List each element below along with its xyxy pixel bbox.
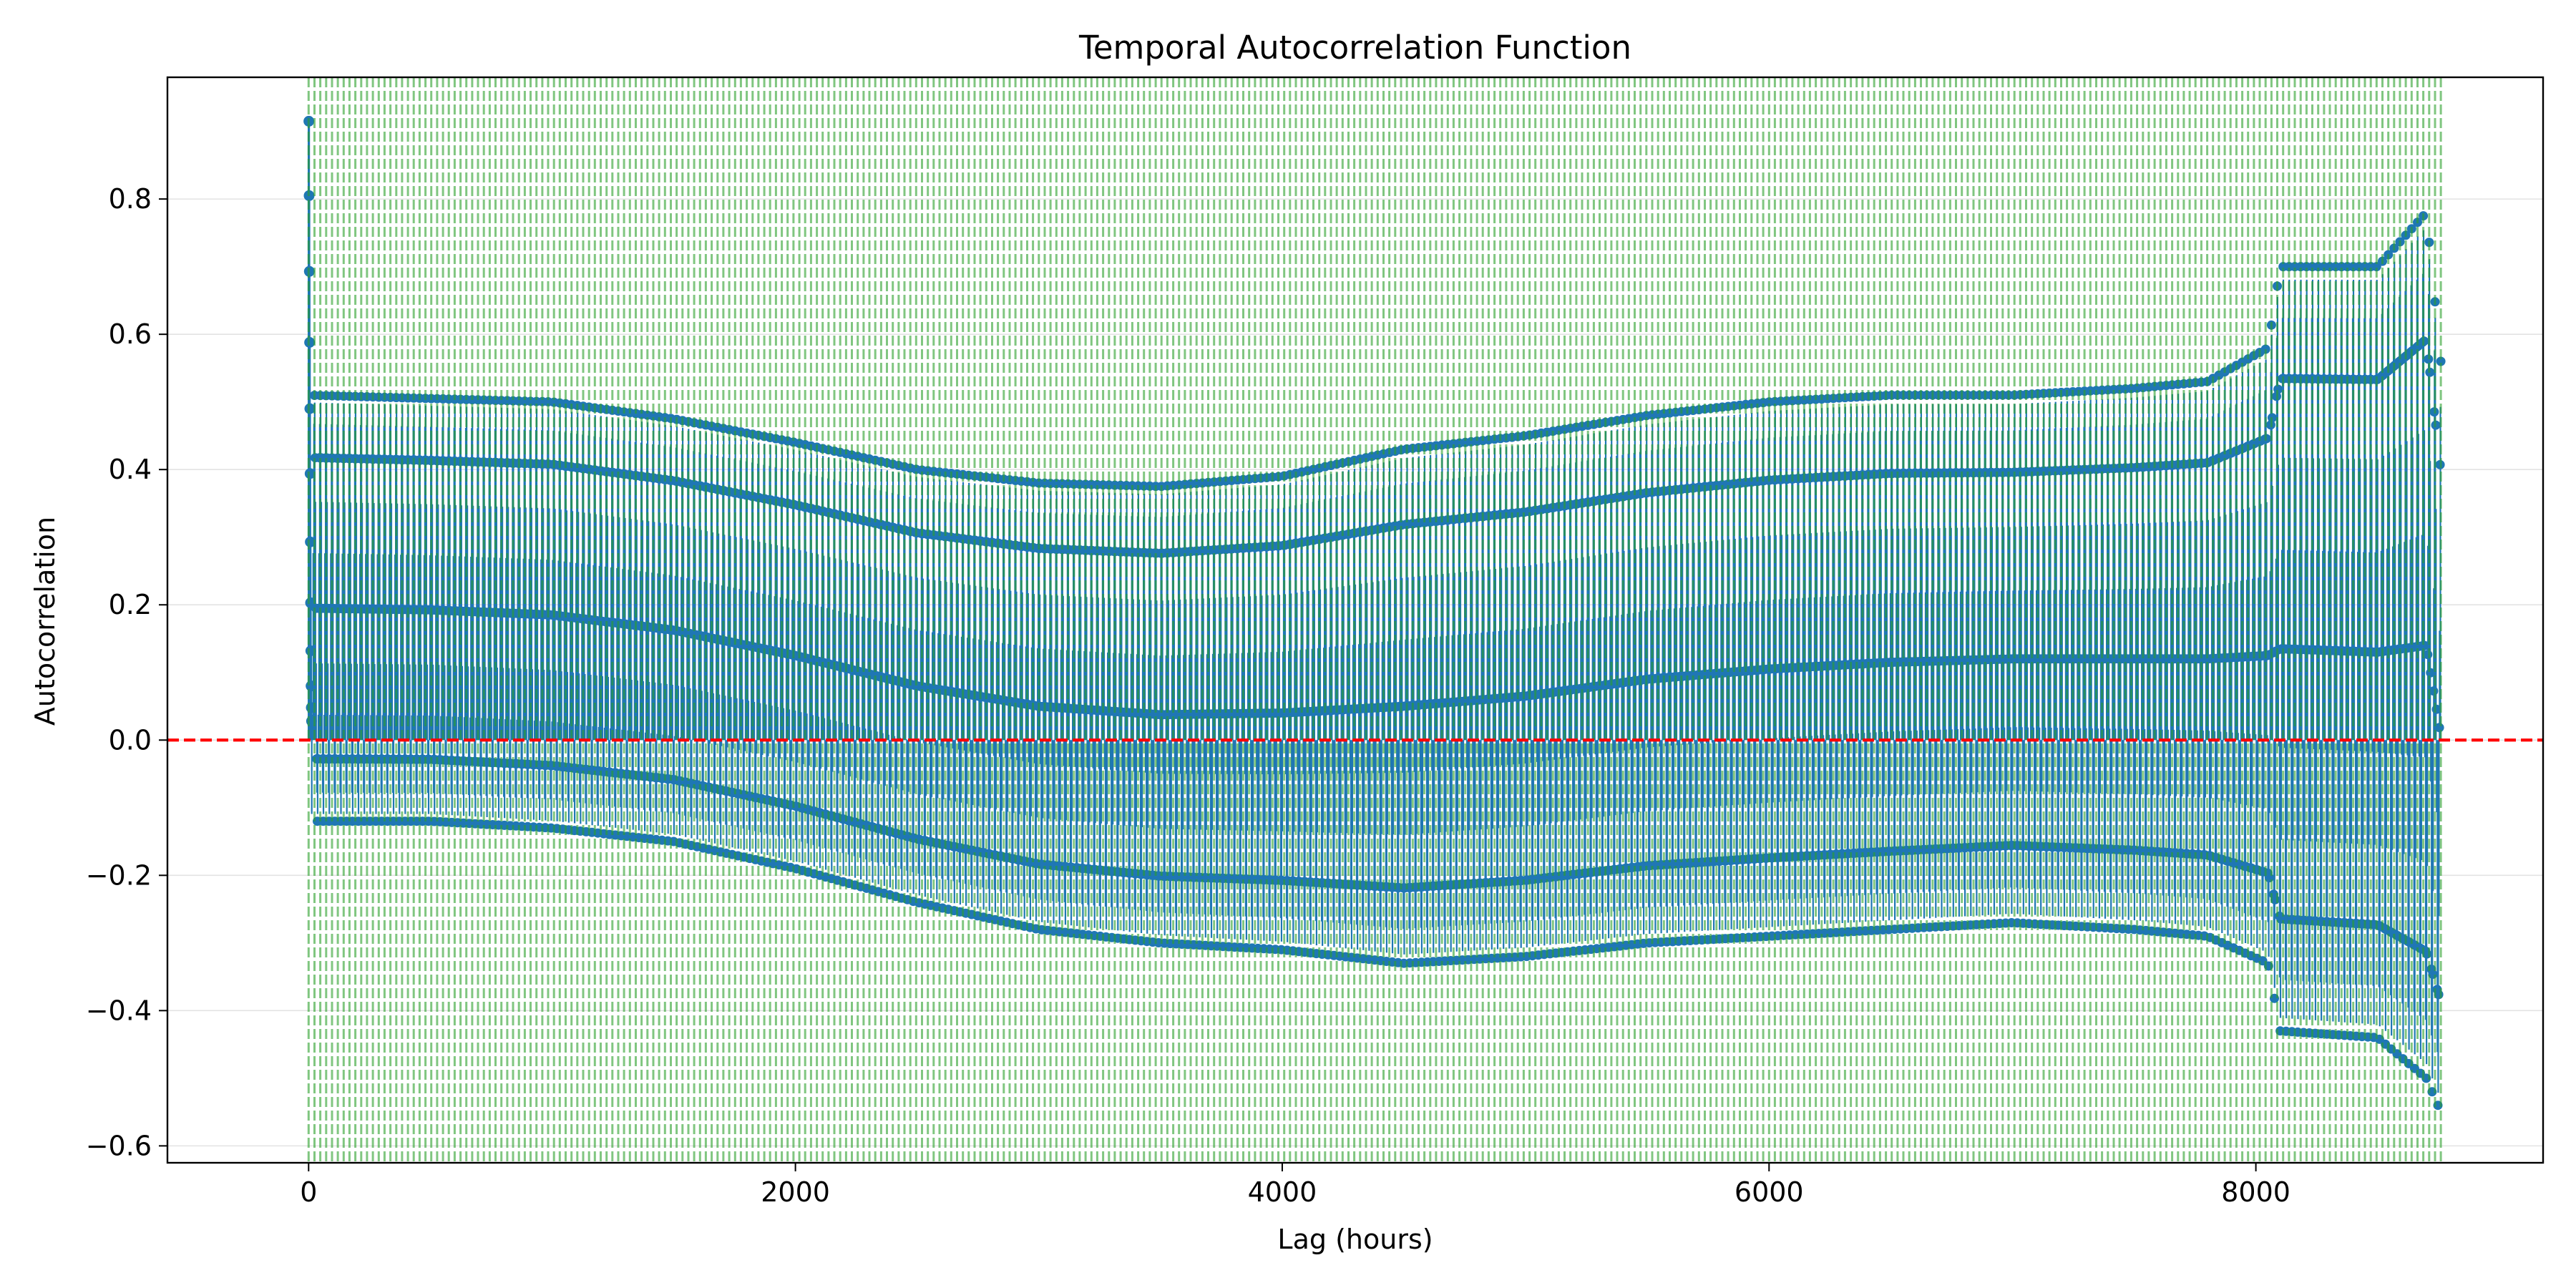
x-axis-ticks: 0 2000 4000 6000 8000 — [300, 1163, 2290, 1208]
y-tick-label-1: −0.4 — [86, 995, 152, 1026]
y-tick-label-3: 0.0 — [109, 724, 152, 756]
y-axis-ticks: −0.6 −0.4 −0.2 0.0 0.2 0.4 0.6 0.8 — [86, 183, 167, 1161]
axes-frame — [166, 76, 2545, 1164]
y-tick-label-4: 0.2 — [109, 589, 152, 620]
acf-markers-phase-5 — [313, 754, 2444, 1000]
y-tick-label-5: 0.4 — [109, 454, 152, 485]
x-tick-label-0: 0 — [300, 1176, 317, 1208]
y-tick-label-6: 0.6 — [109, 318, 152, 350]
y-tick-label-0: −0.6 — [86, 1130, 152, 1161]
x-tick-label-3: 6000 — [1735, 1176, 1804, 1208]
x-tick-label-1: 2000 — [761, 1176, 830, 1208]
acf-markers-phase-6 — [314, 603, 2444, 733]
y-tick-label-2: −0.2 — [86, 859, 152, 891]
y-tick-label-7: 0.8 — [109, 183, 152, 215]
x-tick-label-4: 8000 — [2221, 1176, 2290, 1208]
acf-initial-marker-4 — [304, 403, 316, 414]
x-axis-label: Lag (hours) — [1277, 1224, 1433, 1255]
acf-initial-marker-5 — [304, 468, 316, 479]
acf-markers-phase-4 — [313, 816, 2443, 1111]
x-tick-label-2: 4000 — [1248, 1176, 1317, 1208]
y-axis-label: Autocorrelation — [29, 517, 61, 726]
chart-title: Temporal Autocorrelation Function — [1078, 29, 1631, 67]
